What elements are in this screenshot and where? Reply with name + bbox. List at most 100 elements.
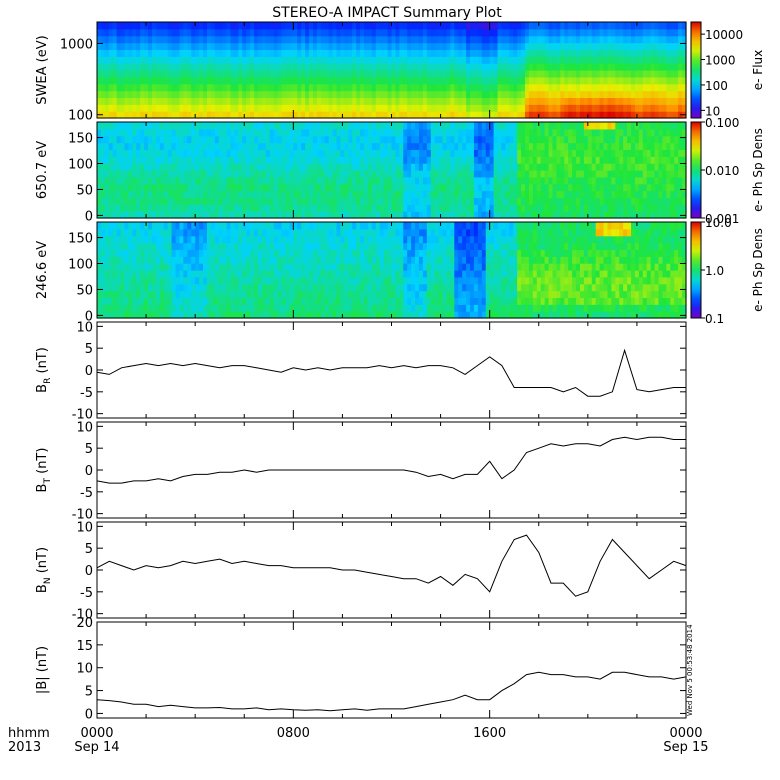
pad246-cell xyxy=(175,276,181,285)
pad650-cell xyxy=(234,170,239,178)
swea-cell xyxy=(120,90,126,99)
pad650-cell xyxy=(383,211,389,219)
swea-cell xyxy=(254,97,259,105)
pad650-cell xyxy=(151,170,157,178)
swea-cell xyxy=(136,63,141,71)
pad650-cell xyxy=(411,197,416,205)
swea-cell xyxy=(199,49,204,57)
pad650-cell xyxy=(426,197,432,205)
pad650-cell xyxy=(485,204,491,212)
pad650-cell xyxy=(548,197,554,205)
swea-cell xyxy=(116,56,122,64)
swea-cell xyxy=(583,104,589,112)
pad650-cell xyxy=(124,170,130,178)
swea-cell xyxy=(387,42,393,51)
pad650-cell xyxy=(367,197,373,205)
pad650-cell xyxy=(261,156,267,164)
pad650-cell xyxy=(104,122,110,130)
swea-cell xyxy=(403,111,408,119)
pad650-cell xyxy=(411,170,416,178)
swea-cell xyxy=(501,35,506,44)
swea-cell xyxy=(579,28,585,37)
swea-cell xyxy=(670,70,675,78)
pad650-cell xyxy=(309,170,314,178)
pad650-cell xyxy=(481,170,487,178)
pad650-cell xyxy=(104,149,110,157)
pad650-cell xyxy=(356,197,361,205)
pad650-cell xyxy=(305,122,310,130)
swea-cell xyxy=(289,35,294,44)
pad650-cell xyxy=(97,170,102,178)
pad246-cell xyxy=(179,283,184,292)
swea-cell xyxy=(646,22,652,30)
swea-cell xyxy=(293,22,298,30)
pad246-cell xyxy=(261,290,267,299)
swea-cell xyxy=(183,35,188,44)
pad650-cell xyxy=(124,190,130,199)
swea-cell xyxy=(513,70,518,78)
pad650-cell xyxy=(116,156,122,164)
swea-cell xyxy=(175,63,181,71)
swea-cell xyxy=(324,28,330,37)
swea-cell xyxy=(407,56,412,64)
pad650-cell xyxy=(364,163,369,171)
pad246-cell xyxy=(265,222,271,230)
swea-cell xyxy=(627,28,632,37)
pad650-cell xyxy=(576,149,581,157)
pad650-cell xyxy=(623,176,628,185)
pad650-cell xyxy=(485,122,491,130)
pad650-cell xyxy=(328,163,334,171)
pad650-cell xyxy=(297,135,302,144)
pad650-cell xyxy=(422,156,428,164)
pad650-cell xyxy=(132,128,137,137)
pad650-cell xyxy=(395,176,400,185)
pad650-cell xyxy=(218,190,224,199)
pad650-cell xyxy=(501,122,506,130)
swea-cell xyxy=(454,83,459,92)
pad650-cell xyxy=(383,149,389,157)
pad246-cell xyxy=(167,297,173,305)
pad650-cell xyxy=(364,183,369,192)
pad246-cell xyxy=(171,228,177,237)
swea-cell xyxy=(124,97,130,105)
pad650-cell xyxy=(230,190,236,199)
swea-cell xyxy=(623,111,628,119)
pad650-cell xyxy=(206,197,212,205)
pad650-cell xyxy=(638,176,644,185)
pad650-cell xyxy=(497,149,503,157)
pad650-cell xyxy=(289,142,294,151)
swea-cell xyxy=(309,111,314,119)
pad650-cell xyxy=(481,156,487,164)
swea-cell xyxy=(273,42,279,51)
swea-cell xyxy=(167,56,173,64)
pad650-cell xyxy=(218,156,224,164)
pad650-cell xyxy=(438,197,444,205)
pad650-cell xyxy=(638,135,644,144)
pad246-cell xyxy=(104,270,110,278)
pad246-cell xyxy=(183,263,188,271)
pad246-cell xyxy=(120,256,126,264)
pad650-cell xyxy=(591,142,597,151)
pad650-cell xyxy=(422,211,428,219)
pad246-cell xyxy=(167,283,173,292)
swea-cell xyxy=(426,104,432,112)
swea-cell xyxy=(250,97,255,105)
swea-cell xyxy=(470,22,475,30)
pad650-cell xyxy=(485,149,491,157)
swea-cell xyxy=(442,97,448,105)
swea-cell xyxy=(631,35,636,44)
pad650-cell xyxy=(426,163,432,171)
pad650-cell xyxy=(485,128,491,137)
pad246-cell xyxy=(218,304,224,312)
pad650-cell xyxy=(682,211,687,219)
pad650-cell xyxy=(481,128,487,137)
pad650-cell xyxy=(603,122,609,130)
swea-cell xyxy=(112,35,118,44)
swea-cell xyxy=(458,49,463,57)
pad650-cell xyxy=(513,176,518,185)
pad650-cell xyxy=(540,190,546,199)
pad650-cell xyxy=(627,190,632,199)
pad650-cell xyxy=(246,156,251,164)
swea-cell xyxy=(560,28,565,37)
pad246-cell xyxy=(120,311,126,319)
